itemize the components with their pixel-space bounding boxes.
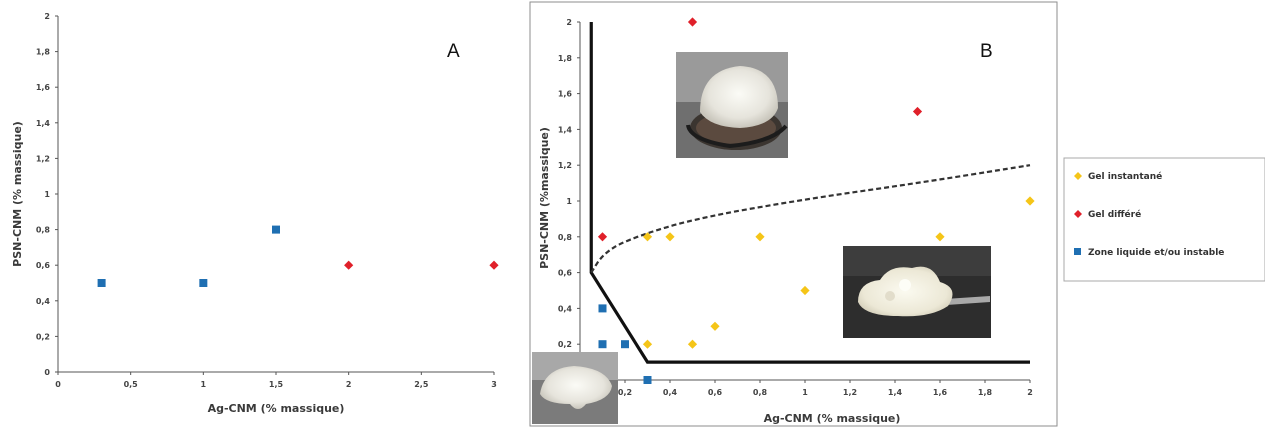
panel-b-point-series0-5: [800, 285, 810, 296]
panel-a-x-tick-label: 0,5: [124, 380, 139, 389]
panel-b-y-label: PSN-CNM (%massique): [538, 127, 551, 269]
panel-a-ticks: 0 0,5 1 1,5 2 2,5 3 0 0,2 0,4 0,6 0,8 1 1,2 1,4 1,6 1,8 2: [36, 12, 497, 389]
panel-b-x-tick-label: 0,8: [753, 388, 768, 397]
panel-a-x-tick-label: 1,5: [269, 380, 284, 389]
panel-b-point-series2-2: [621, 340, 629, 349]
legend: Gel instantané Gel différé Zone liquide …: [1063, 157, 1265, 282]
legend-item-zone-liquide: Zone liquide et/ou instable: [1074, 248, 1224, 258]
panel-b-x-tick-label: 1,6: [933, 388, 948, 397]
panel-a-y-tick-label: 0,8: [36, 226, 51, 235]
panel-b-y-tick-label: 0,4: [558, 304, 573, 313]
panel-a-y-tick-label: 2: [44, 12, 50, 21]
panel-a-y-tick-label: 0,4: [36, 297, 51, 306]
legend-label-gel-instantane: Gel instantané: [1088, 171, 1162, 182]
panel-b-y-tick-label: 0,8: [558, 233, 573, 242]
panel-a-y-tick-label: 0: [44, 368, 50, 377]
panel-b-y-tick-label: 0,6: [558, 269, 573, 278]
panel-b-x-tick-label: 2: [1027, 388, 1033, 397]
panel-b-x-tick-label: 0,6: [708, 388, 723, 397]
panel-b-point-series1-0: [687, 17, 698, 27]
panel-b-point-series1-2: [597, 232, 608, 242]
legend-item-gel-instantane: Gel instantané: [1074, 171, 1162, 182]
panel-b-point-series2-1: [598, 340, 607, 349]
gel-transition-dashed-line: [590, 164, 1031, 274]
panel-b-y-tick-label: 1: [566, 197, 572, 206]
panel-b-y-tick-label: 1,2: [558, 161, 572, 170]
panel-b-chart: 00,20,40,60,811,21,41,61,8200,20,40,60,8…: [529, 1, 1058, 427]
panel-a-y-tick-label: 1,2: [36, 154, 50, 163]
panel-b-x-tick-label: 0,2: [618, 388, 632, 397]
panel-b-point-series0-7: [642, 339, 653, 349]
panel-a-y-tick-label: 1,8: [36, 48, 51, 57]
panel-a-y-tick-label: 1,4: [36, 119, 51, 128]
panel-a-x-tick-label: 1: [201, 380, 207, 389]
photo-right: [843, 246, 991, 338]
panel-b-point-series0-6: [710, 321, 720, 331]
panel-b-ticks: 00,20,40,60,811,21,41,61,8200,20,40,60,8…: [558, 18, 1033, 397]
panel-b-y-tick-label: 2: [566, 18, 572, 27]
panel-a-letter: A: [447, 41, 460, 62]
panel-a-marks: [97, 225, 499, 287]
legend-label-zone-liquide: Zone liquide et/ou instable: [1088, 248, 1224, 258]
panel-a-y-tick-label: 0,6: [36, 261, 51, 270]
panel-b-y-tick-label: 1,4: [558, 125, 573, 134]
panel-b-point-series1-1: [912, 106, 923, 117]
panel-a-point-liquid-2: [272, 225, 280, 234]
panel-b-y-tick-label: 0,2: [558, 340, 572, 349]
panel-b-point-series0-3: [935, 232, 945, 242]
panel-b-point-series0-8: [687, 339, 698, 349]
panel-b-marks: [597, 17, 1035, 384]
panel-a-chart: 0 0,5 1 1,5 2 2,5 3 0 0,2 0,4 0,6 0,8 1 1,2 1,4 1,6 1,8 2…: [11, 12, 499, 415]
legend-marker-zone-liquide: [1074, 248, 1081, 255]
legend-item-gel-differe: Gel différé: [1074, 209, 1141, 220]
panel-b-x-label: Ag-CNM (% massique): [764, 412, 901, 425]
panel-a-point-delayed-0: [344, 260, 354, 270]
panel-a-x-tick-label: 2,5: [414, 380, 429, 389]
panel-a-x-tick-label: 2: [346, 380, 352, 389]
panel-b-y-tick-label: 1,6: [558, 90, 573, 99]
panel-a-y-label: PSN-CNM (% massique): [11, 121, 24, 267]
panel-b-x-tick-label: 0,4: [663, 388, 678, 397]
panel-b-point-series0-1: [665, 232, 675, 242]
panel-b-x-tick-label: 1,2: [843, 388, 857, 397]
panel-b-point-series0-0: [642, 232, 653, 242]
panel-a-x-tick-label: 0: [55, 380, 61, 389]
panel-a-y-tick-label: 0,2: [36, 332, 50, 341]
panel-a-y-tick-label: 1,6: [36, 83, 51, 92]
panel-b-x-tick-label: 1: [802, 388, 808, 397]
panel-a-x-label: Ag-CNM (% massique): [208, 402, 345, 415]
panel-a-y-tick-label: 1: [44, 190, 50, 199]
legend-marker-gel-instantane: [1074, 172, 1082, 180]
panel-b-y-tick-label: 1,8: [558, 54, 573, 63]
panel-b-boundaries: [589, 22, 1031, 364]
photo-bottom-left: [532, 352, 618, 424]
panel-b-point-series2-3: [643, 376, 652, 384]
panel-b-point-series0-2: [755, 232, 765, 242]
panel-b-frame: [529, 1, 1058, 427]
panel-a-point-delayed-1: [489, 260, 499, 270]
panel-b-x-tick-label: 1,8: [978, 388, 993, 397]
panel-b-x-tick-label: 1,4: [888, 388, 903, 397]
panel-a-point-liquid-0: [97, 279, 106, 287]
photo-top: [676, 52, 788, 158]
panel-b-point-series2-0: [598, 304, 607, 313]
panel-b-point-series0-4: [1025, 196, 1035, 206]
legend-box: [1063, 157, 1265, 282]
legend-marker-gel-differe: [1074, 210, 1082, 218]
panel-a-point-liquid-1: [199, 279, 208, 287]
stability-boundary-line: [589, 22, 1030, 364]
panel-a-x-tick-label: 3: [491, 380, 497, 389]
panel-b-letter: B: [980, 41, 993, 62]
legend-label-gel-differe: Gel différé: [1088, 209, 1141, 220]
